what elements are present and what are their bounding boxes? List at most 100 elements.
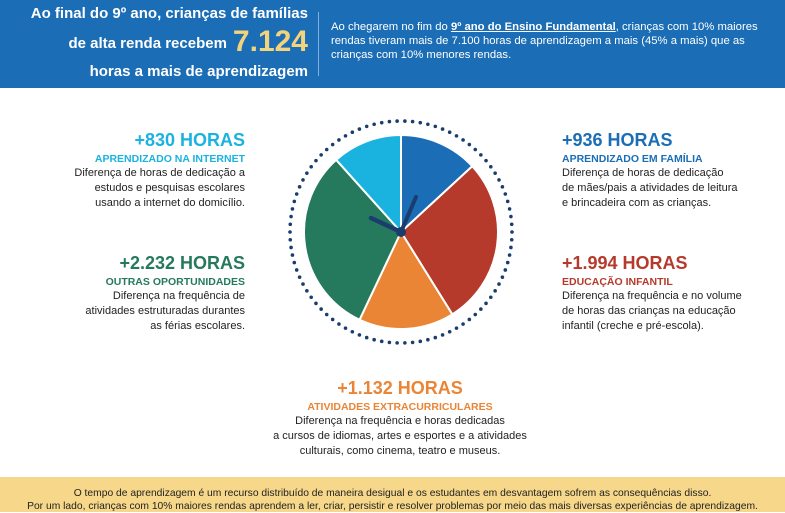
desc-line: Diferença na frequência de <box>112 290 245 302</box>
desc-line: Diferença de horas de dedicação <box>562 167 724 179</box>
ring-dot <box>510 230 514 234</box>
item-desc: Diferença na frequência de atividades es… <box>40 289 245 334</box>
desc-line: as férias escolares. <box>150 320 245 332</box>
ring-dot <box>461 322 465 326</box>
clock-hour-hand <box>368 215 404 235</box>
ring-dot <box>305 289 309 293</box>
desc-line: de horas das crianças na educação <box>562 305 736 317</box>
ring-dot <box>294 268 299 272</box>
ring-dot <box>440 127 445 131</box>
ring-dot <box>493 171 497 175</box>
ring-dot <box>395 119 399 123</box>
header-banner: Ao final do 9º ano, crianças de famílias… <box>0 0 785 88</box>
ring-dot <box>447 329 452 334</box>
ring-dot <box>297 185 302 189</box>
headline-line2: de alta renda recebem 7.124 <box>69 26 309 60</box>
clock-hands <box>368 195 418 237</box>
ring-dot <box>289 214 293 219</box>
summary-pre: Ao chegarem no fim do <box>331 21 451 33</box>
ring-dot <box>395 341 399 345</box>
clock-slice-family <box>400 133 474 235</box>
desc-line: infantil (creche e pré-escola). <box>562 320 704 332</box>
ring-dot <box>403 119 407 123</box>
ring-dot <box>292 199 297 204</box>
ring-dot <box>319 153 323 157</box>
ring-dot <box>379 339 384 344</box>
ring-dot <box>447 130 452 135</box>
ring-dot <box>357 333 362 337</box>
ring-dot <box>350 329 355 334</box>
ring-dot <box>372 122 376 127</box>
ring-dot <box>467 142 472 147</box>
ring-dot <box>489 164 493 169</box>
ring-dot <box>290 253 295 257</box>
ring-dot <box>297 275 302 279</box>
ring-dot <box>288 237 293 242</box>
item-value: +830 HORAS <box>134 130 245 150</box>
item-early-education: +1.994 HORAS EDUCAÇÃO INFANTIL Diferença… <box>562 252 782 334</box>
ring-dot <box>294 192 299 196</box>
item-other-opportunities: +2.232 HORAS OUTRAS OPORTUNIDADES Difere… <box>40 252 245 334</box>
summary-highlight: 9º ano do Ensino Fundamental <box>450 21 616 33</box>
ring-dot <box>433 124 438 129</box>
desc-line: Diferença na frequência e no volume <box>562 290 742 302</box>
summary-post: , crianças com 10% maiores rendas tivera… <box>331 21 758 61</box>
desc-line: usando a internet do domicílio. <box>95 197 245 209</box>
item-desc: Diferença de horas de dedicação de mães/… <box>562 166 777 211</box>
clock-center-pin <box>396 227 406 237</box>
header-headline: Ao final do 9º ano, crianças de famílias… <box>0 0 318 88</box>
ring-dot <box>507 253 512 257</box>
clock-slice-internet <box>334 133 402 235</box>
ring-dot <box>337 138 341 142</box>
item-extracurricular: +1.132 HORAS ATIVIDADES EXTRACURRICULARE… <box>230 377 570 459</box>
ring-dot <box>440 333 445 337</box>
ring-dot <box>301 178 305 182</box>
ring-dot <box>410 340 415 345</box>
item-value: +2.232 HORAS <box>119 253 245 273</box>
ring-dot <box>500 275 505 279</box>
ring-dot <box>314 158 318 163</box>
ring-dot <box>493 289 497 293</box>
clock-minute-hand <box>399 195 418 234</box>
ring-dot <box>288 222 293 227</box>
clock-graphic <box>288 119 514 345</box>
item-internet: +830 HORAS APRENDIZADO NA INTERNET Difer… <box>40 129 245 211</box>
headline-big-number: 7.124 <box>232 25 308 58</box>
ring-dot <box>489 295 493 300</box>
ring-dot <box>473 147 478 152</box>
ring-dot <box>509 214 513 219</box>
ring-dot <box>301 282 305 286</box>
ring-dot <box>433 335 438 340</box>
headline-line1: Ao final do 9º ano, crianças de famílias <box>30 5 308 22</box>
ring-dot <box>309 164 313 169</box>
ring-dot <box>379 120 384 125</box>
item-desc: Diferença na frequência e no volume de h… <box>562 289 782 334</box>
item-value: +1.132 HORAS <box>337 378 463 398</box>
clock-dotted-ring <box>288 119 514 345</box>
ring-dot <box>319 307 323 311</box>
ring-dot <box>330 317 335 322</box>
desc-line: de mães/pais a atividades de leitura <box>562 182 738 194</box>
ring-dot <box>343 326 348 330</box>
ring-dot <box>387 119 392 124</box>
clock-slice-extracurricular <box>358 229 454 330</box>
clock-slices <box>303 133 499 330</box>
ring-dot <box>418 120 423 125</box>
ring-dot <box>324 147 329 152</box>
ring-dot <box>410 119 415 124</box>
ring-dot <box>372 337 376 342</box>
ring-dot <box>467 317 472 322</box>
ring-dot <box>507 207 512 211</box>
ring-dot <box>484 301 488 306</box>
headline-line2-text: de alta renda recebem <box>68 35 227 52</box>
desc-line: Diferença na frequência e horas dedicada… <box>295 415 505 427</box>
ring-dot <box>454 134 459 138</box>
ring-dot <box>479 307 483 311</box>
headline-line3: horas a mais de aprendizagem <box>89 63 308 80</box>
ring-dot <box>500 185 505 189</box>
header-summary: Ao chegarem no fim do 9º ano do Ensino F… <box>331 20 771 62</box>
footer-line2: Por um lado, crianças com 10% maiores re… <box>27 501 758 512</box>
ring-dot <box>314 301 318 306</box>
desc-line: e brincadeira com as crianças. <box>562 197 712 209</box>
item-title: ATIVIDADES EXTRACURRICULARES <box>307 401 493 413</box>
